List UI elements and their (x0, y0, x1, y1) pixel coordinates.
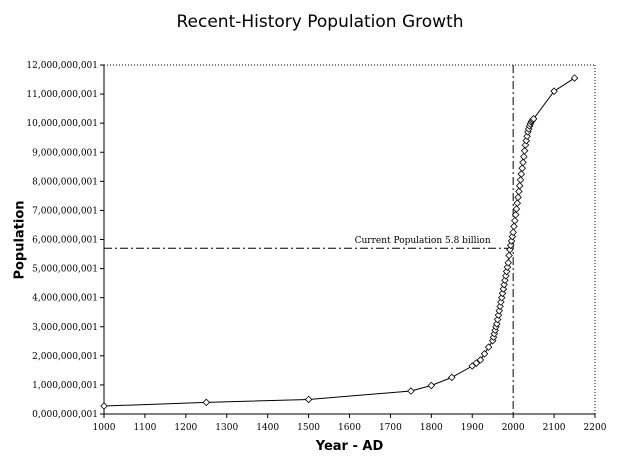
data-point (514, 193, 522, 202)
y-tick-label: 5,000,000,001 (32, 265, 98, 275)
x-tick-label: 1800 (420, 423, 443, 433)
data-point (504, 259, 513, 267)
data-point (448, 373, 456, 382)
y-tick-label: 12,000,000,001 (26, 61, 98, 71)
x-tick-label: 1700 (379, 423, 402, 433)
data-point (523, 132, 531, 141)
data-point (484, 343, 493, 351)
x-tick-label: 1300 (215, 423, 238, 433)
x-tick-label: 1000 (93, 423, 116, 433)
data-point (511, 216, 519, 225)
data-point (472, 359, 481, 367)
data-point (518, 164, 526, 173)
x-axis-label: Year - AD (315, 439, 384, 454)
x-tick-label: 1400 (256, 423, 279, 433)
data-point (509, 228, 517, 236)
x-tick-label: 1500 (297, 423, 320, 433)
data-point (519, 158, 527, 167)
y-tick-label: 10,000,000,001 (26, 119, 98, 129)
population-series-line (103, 77, 575, 407)
y-tick-label: 6,000,000,001 (32, 236, 98, 246)
data-point (508, 232, 517, 241)
data-point (513, 199, 522, 207)
y-tick-label: 8,000,000,001 (32, 177, 98, 187)
y-tick-label: 3,000,000,001 (32, 323, 98, 333)
chart-title: Recent-History Population Growth (176, 12, 464, 32)
y-tick-label: 0,000,000,001 (32, 410, 98, 420)
data-point (529, 115, 538, 123)
x-tick-label: 1200 (174, 423, 197, 433)
data-point (511, 211, 520, 219)
data-point (550, 87, 558, 95)
y-tick-label: 1,000,000,001 (32, 381, 98, 391)
y-tick-label: 9,000,000,001 (32, 148, 98, 158)
data-point (427, 381, 436, 390)
data-point (468, 362, 477, 370)
x-tick-label: 2000 (502, 423, 525, 433)
data-point (476, 356, 485, 364)
data-point (507, 237, 516, 245)
data-point (515, 187, 523, 196)
y-tick-label: 2,000,000,001 (32, 352, 98, 362)
x-tick-label: 1600 (338, 423, 361, 433)
x-tick-label: 1900 (461, 423, 484, 433)
y-tick-label: 7,000,000,001 (32, 206, 98, 216)
data-point (512, 205, 521, 213)
data-point (407, 387, 415, 395)
data-point (520, 147, 529, 155)
data-point (202, 398, 211, 407)
data-point (304, 395, 313, 404)
annotation-label: Current Population 5.8 billion (355, 236, 491, 246)
x-tick-label: 1100 (133, 423, 156, 433)
y-tick-label: 11,000,000,001 (26, 90, 98, 100)
data-point (517, 170, 526, 178)
y-tick-label: 4,000,000,001 (32, 294, 98, 304)
data-point (516, 176, 525, 184)
data-point (515, 181, 524, 190)
x-tick-label: 2200 (584, 423, 607, 433)
x-tick-label: 2100 (543, 423, 566, 433)
data-point (570, 74, 579, 82)
data-point (520, 152, 528, 161)
data-point (100, 402, 108, 410)
data-point (510, 222, 518, 231)
data-point (505, 251, 513, 260)
data-point (480, 350, 489, 358)
